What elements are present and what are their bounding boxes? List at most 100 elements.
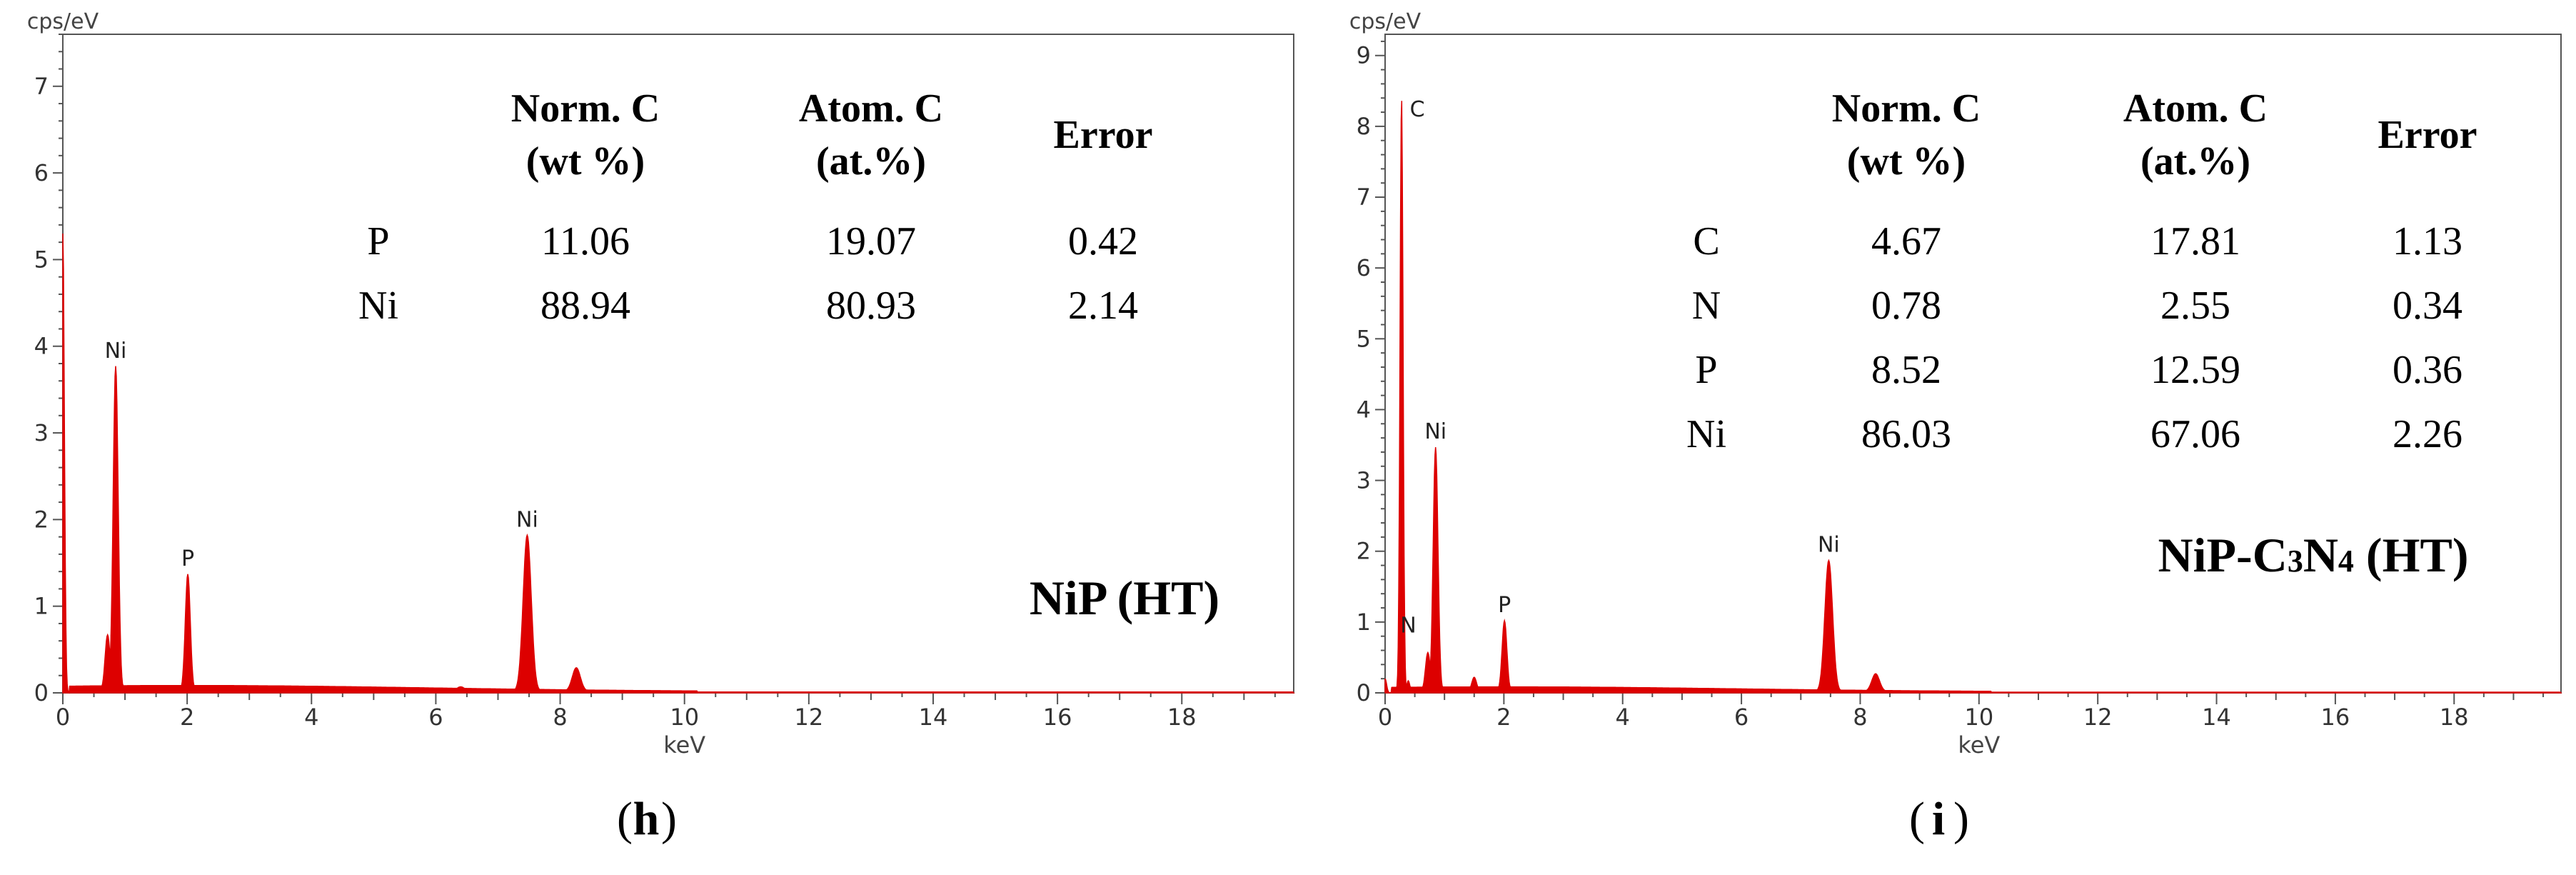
x-tick-label: 6: [1734, 704, 1749, 731]
y-tick-label: 1: [34, 593, 49, 620]
table-header: Error: [2378, 113, 2477, 157]
y-tick-label: 5: [34, 246, 49, 273]
y-axis-label: cps/eV: [27, 9, 99, 34]
table-cell: 0.78: [1871, 284, 1941, 328]
panel-label-open-paren: (: [617, 793, 633, 845]
table-cell: 86.03: [1861, 412, 1951, 456]
composition-table: Norm. C (wt %) Atom. C (at.%) Error P 11.06 19.…: [358, 86, 1152, 328]
table-header: (wt %): [526, 139, 645, 184]
table-cell: C: [1693, 219, 1719, 264]
peak-label: Ni: [1424, 419, 1447, 444]
table-header: (at.%): [2140, 139, 2250, 184]
table-cell: 2.26: [2393, 412, 2462, 456]
y-tick-label: 6: [1357, 254, 1371, 281]
y-tick-label: 0: [1357, 679, 1371, 706]
panel-label: i: [1932, 793, 1945, 845]
table-cell: P: [1695, 348, 1717, 392]
y-tick-label: 0: [34, 679, 49, 706]
sample-label-part: NiP-C: [2158, 528, 2288, 582]
peak-label: Ni: [516, 508, 538, 533]
x-axis-label: keV: [1958, 731, 2000, 759]
spectrum-area: [1384, 101, 2562, 694]
y-tick-label: 2: [34, 506, 49, 533]
y-tick-label: 5: [1357, 325, 1371, 352]
sample-label-part: 4: [2338, 544, 2354, 579]
x-tick-label: 12: [2083, 704, 2113, 731]
panel-label-close-paren: ): [661, 793, 677, 845]
peak-label: P: [181, 546, 194, 571]
y-tick-label: 3: [1357, 467, 1371, 494]
table-header: (wt %): [1847, 139, 1966, 184]
table-cell: 11.06: [541, 219, 630, 264]
x-tick-label: 16: [2321, 704, 2350, 731]
table-cell: 67.06: [2150, 412, 2240, 456]
peak-label: N: [1400, 614, 1416, 639]
panel-label-close-paren: ): [1953, 793, 1969, 845]
x-axis-label: keV: [663, 731, 705, 759]
table-cell: N: [1692, 284, 1721, 328]
x-tick-label: 10: [670, 704, 699, 731]
x-tick-label: 0: [1378, 704, 1392, 731]
y-tick-label: 4: [34, 333, 49, 360]
peak-label: C: [1410, 97, 1425, 122]
table-cell: 0.36: [2393, 348, 2462, 392]
x-tick-label: 14: [919, 704, 948, 731]
panel-label: h: [633, 793, 660, 845]
x-tick-label: 8: [1853, 704, 1867, 731]
x-tick-label: 4: [304, 704, 318, 731]
table-cell: 88.94: [540, 284, 630, 328]
table-cell: 0.42: [1068, 219, 1138, 264]
table-header: Norm. C: [1832, 86, 1981, 131]
x-tick-label: 2: [1496, 704, 1511, 731]
table-header: Error: [1054, 113, 1153, 157]
table-cell: Ni: [1686, 412, 1726, 456]
y-tick-label: 3: [34, 419, 49, 446]
x-tick-label: 14: [2202, 704, 2231, 731]
table-header: Norm. C: [511, 86, 660, 131]
table-cell: P: [367, 219, 389, 264]
y-tick-label: 7: [1357, 184, 1371, 211]
x-tick-label: 4: [1616, 704, 1630, 731]
x-tick-label: 6: [428, 704, 443, 731]
table-cell: Ni: [358, 284, 398, 328]
y-tick-label: 2: [1357, 538, 1371, 565]
x-tick-label: 10: [1964, 704, 1993, 731]
y-tick-label: 6: [34, 159, 49, 186]
x-tick-label: 2: [180, 704, 194, 731]
table-header: Atom. C: [2123, 86, 2268, 131]
sample-label: NiP-C3N4 (HT): [2158, 528, 2469, 582]
x-tick-label: 18: [1167, 704, 1197, 731]
y-tick-label: 8: [1357, 113, 1371, 140]
sample-label-part: 3: [2288, 544, 2303, 579]
y-tick-label: 1: [1357, 609, 1371, 636]
table-cell: 4.67: [1871, 219, 1941, 264]
x-tick-label: 12: [794, 704, 823, 731]
y-tick-label: 7: [34, 73, 49, 100]
sample-label: NiP (HT): [1030, 571, 1219, 625]
sample-label-part: N: [2303, 528, 2338, 582]
peak-label: Ni: [1818, 533, 1840, 558]
y-tick-label: 9: [1357, 42, 1371, 69]
x-tick-label: 0: [56, 704, 70, 731]
panel-label-open-paren: (: [1909, 793, 1925, 845]
table-cell: 2.55: [2160, 284, 2230, 328]
x-tick-label: 18: [2440, 704, 2469, 731]
table-cell: 12.59: [2150, 348, 2240, 392]
table-cell: 1.13: [2393, 219, 2462, 264]
sample-label-part: (HT): [2354, 528, 2469, 582]
x-tick-label: 8: [553, 704, 567, 731]
table-cell: 17.81: [2150, 219, 2240, 264]
table-cell: 0.34: [2393, 284, 2462, 328]
table-header: Atom. C: [799, 86, 943, 131]
y-axis-label: cps/eV: [1349, 9, 1422, 34]
table-cell: 8.52: [1871, 348, 1941, 392]
table-cell: 19.07: [826, 219, 916, 264]
table-cell: 80.93: [826, 284, 916, 328]
x-tick-label: 16: [1043, 704, 1072, 731]
spectrum-area: [62, 233, 1295, 694]
y-tick-label: 4: [1357, 396, 1371, 423]
